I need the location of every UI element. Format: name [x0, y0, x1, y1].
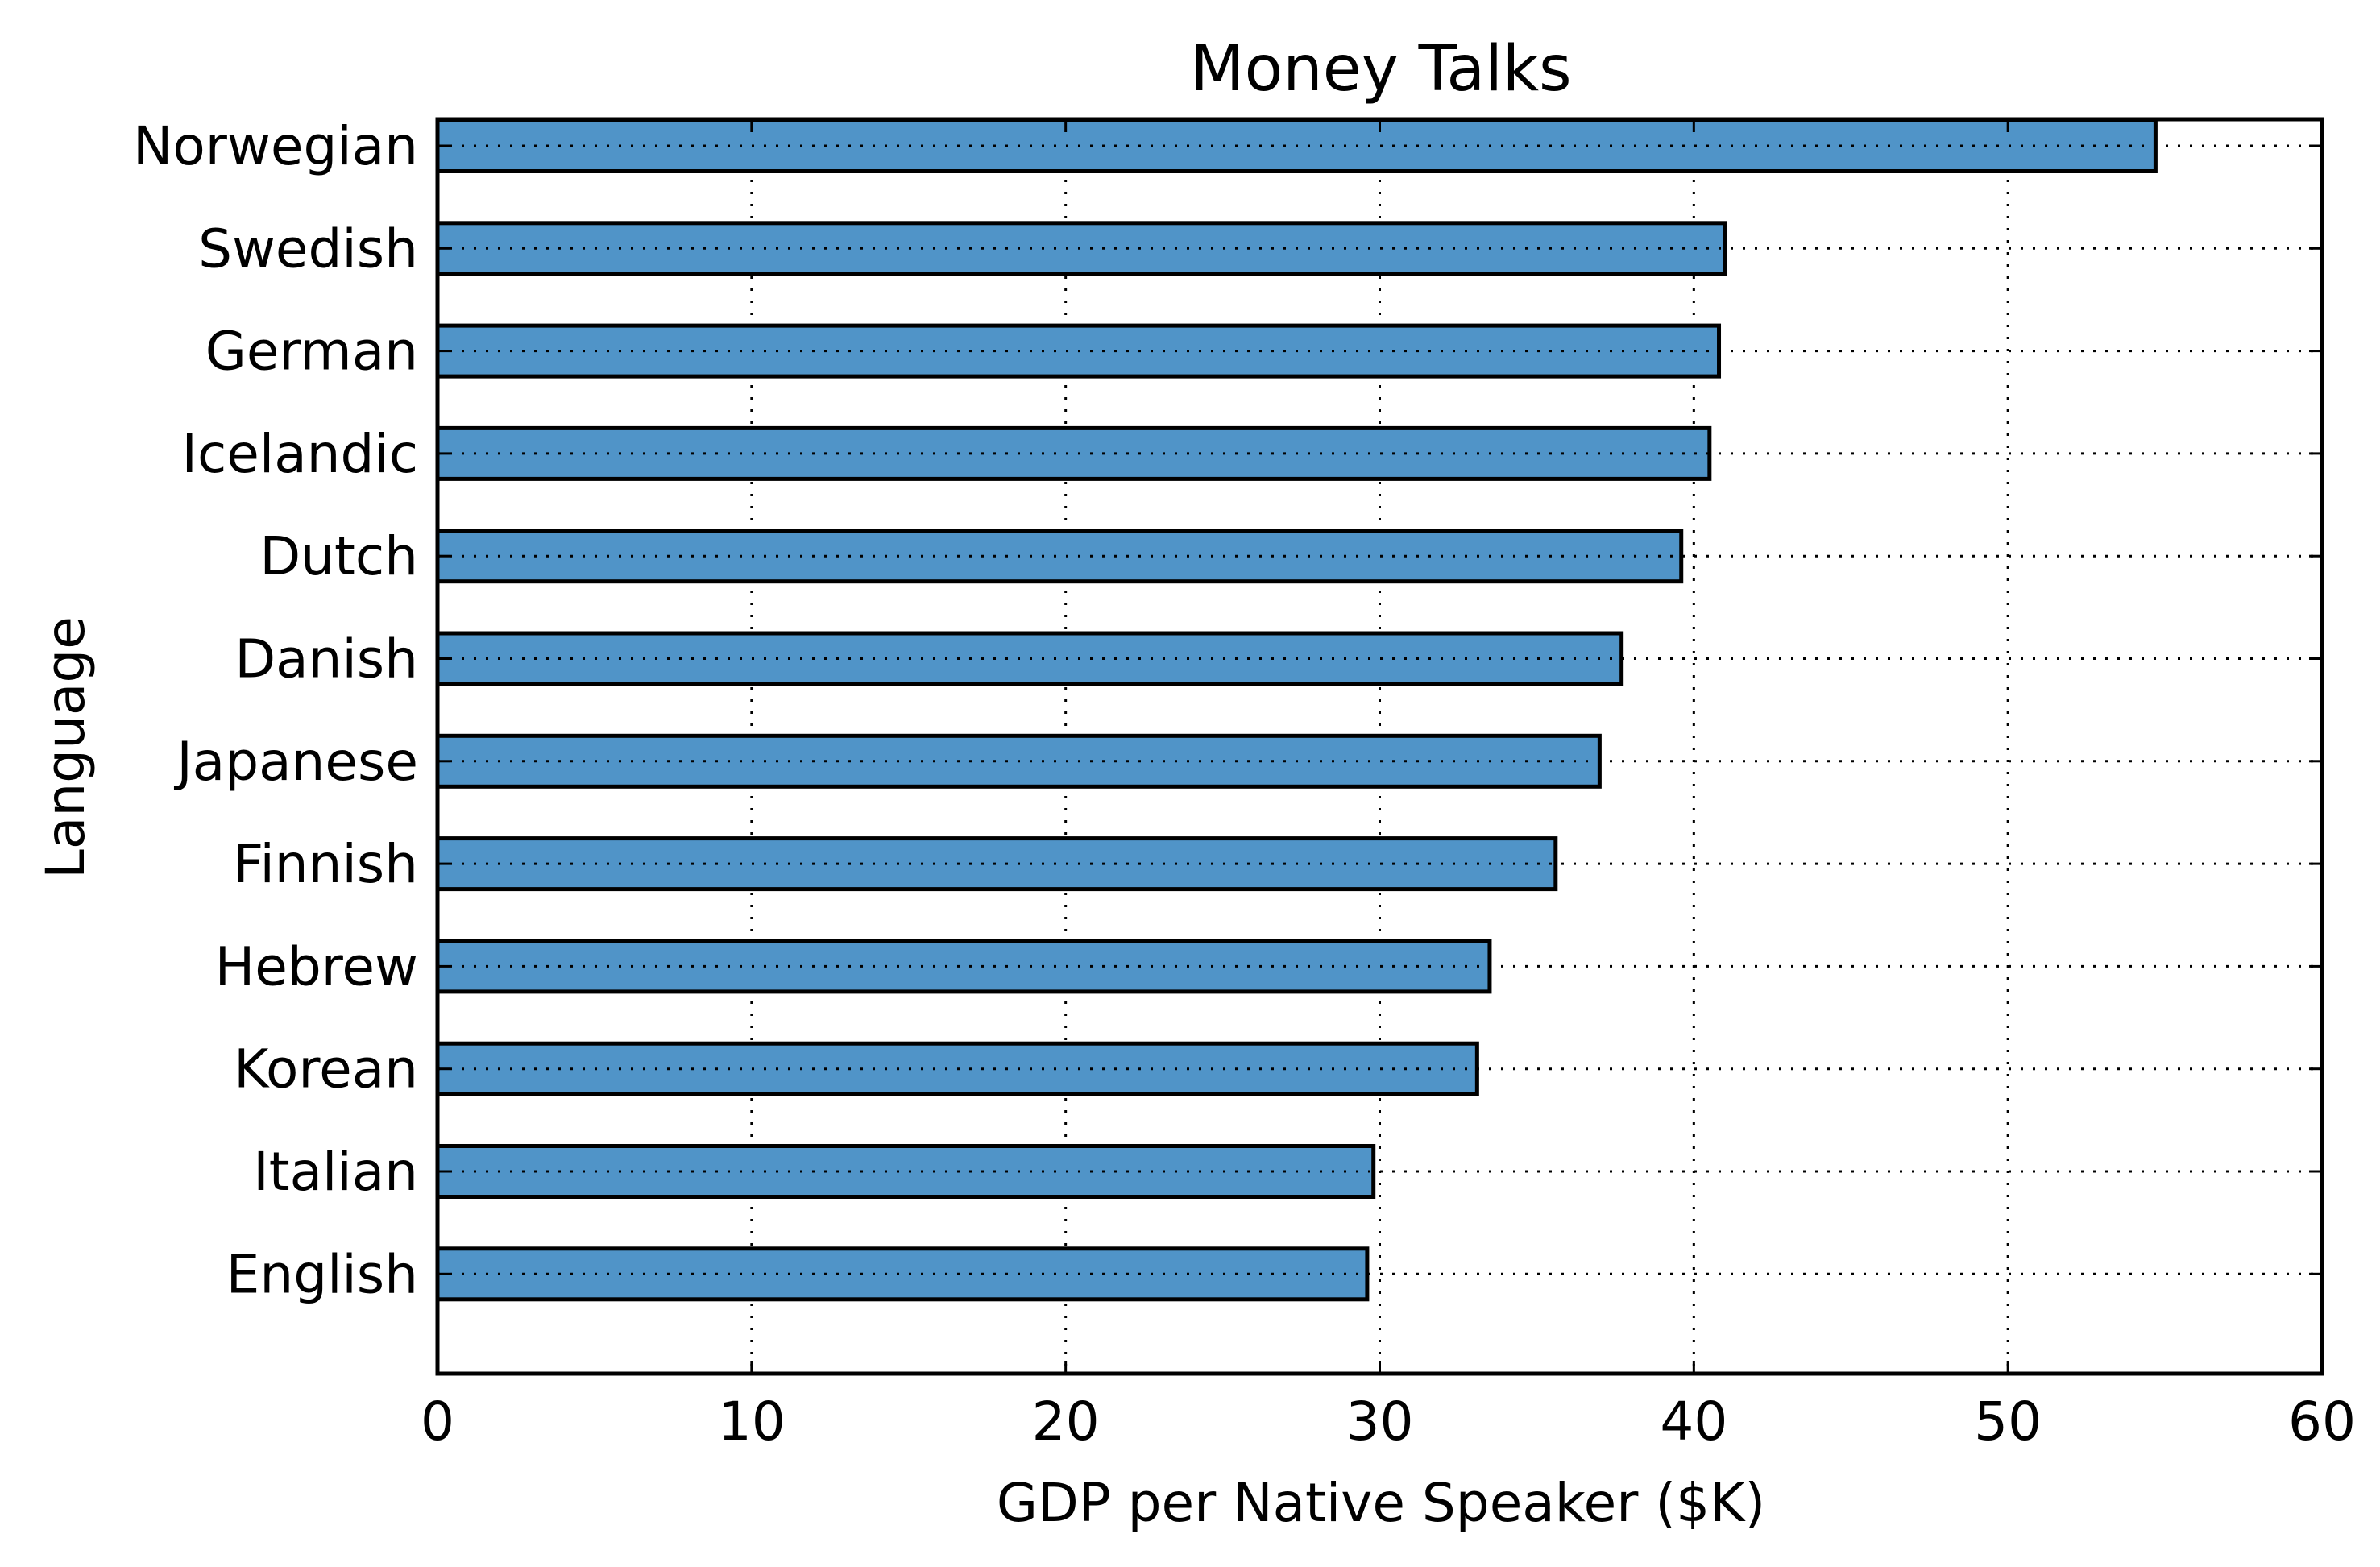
- bar-swedish: [435, 221, 1727, 276]
- chart-title: Money Talks: [1190, 33, 1571, 106]
- y-tick-label: Japanese: [173, 731, 418, 793]
- y-tick-label: English: [226, 1243, 418, 1305]
- y-tick-label: Italian: [253, 1141, 418, 1203]
- x-tick-label: 50: [1974, 1391, 2042, 1453]
- y-tick-label: Hebrew: [215, 935, 418, 997]
- bar-dutch: [435, 529, 1684, 584]
- bar-finnish: [435, 836, 1558, 892]
- x-tick-label: 10: [718, 1391, 786, 1453]
- y-tick-label: Dutch: [259, 525, 418, 587]
- y-tick-label: Swedish: [198, 218, 418, 280]
- x-axis-label: GDP per Native Speaker ($K): [997, 1472, 1765, 1534]
- bar-danish: [435, 631, 1624, 686]
- x-tick-label: 30: [1346, 1391, 1414, 1453]
- plot-frame: [435, 117, 2324, 1376]
- y-tick-label: Danish: [234, 628, 418, 690]
- x-tick-label: 60: [2288, 1391, 2356, 1453]
- y-tick-label: Finnish: [233, 833, 418, 895]
- bars: [435, 118, 2322, 1302]
- x-axis-ticks: 0 10 20 30 40 50 60: [421, 119, 2356, 1453]
- x-tick-label: 0: [421, 1391, 454, 1453]
- y-tick-label: German: [205, 321, 418, 383]
- y-tick-label: Norwegian: [133, 115, 418, 177]
- x-tick-label: 20: [1032, 1391, 1100, 1453]
- bar-english: [435, 1246, 1370, 1302]
- y-axis-ticks: Norwegian Swedish German Icelandic Dutch Dani…: [133, 115, 2322, 1305]
- bar-italian: [435, 1144, 1376, 1199]
- bar-icelandic: [435, 425, 1712, 481]
- y-tick-label: Korean: [234, 1038, 418, 1101]
- y-axis-label: Language: [35, 616, 97, 879]
- x-tick-label: 40: [1660, 1391, 1727, 1453]
- y-tick-label: Icelandic: [182, 423, 419, 485]
